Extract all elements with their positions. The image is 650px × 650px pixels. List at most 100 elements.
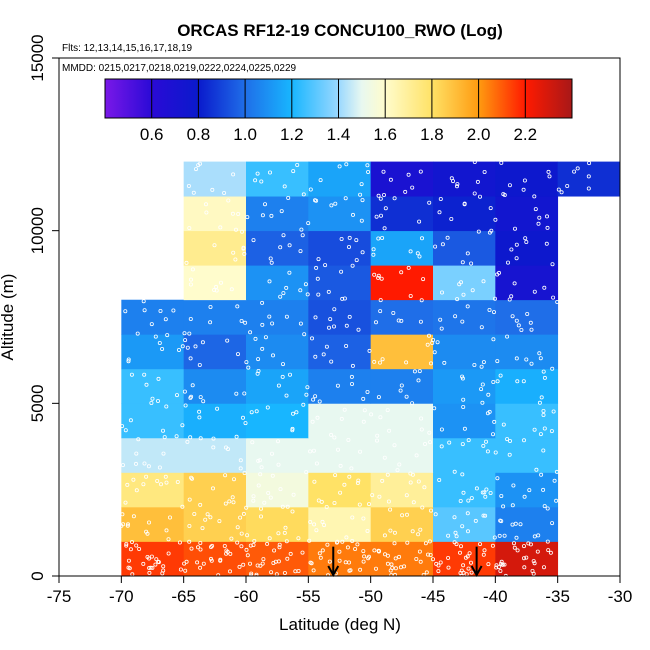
heatmap-cell (246, 437, 309, 473)
track-point (370, 493, 375, 498)
track-point (290, 509, 295, 514)
track-point (156, 560, 161, 565)
track-point (536, 221, 541, 226)
track-point (280, 374, 285, 379)
track-point (416, 532, 421, 537)
track-point (156, 376, 161, 381)
track-point (338, 490, 343, 495)
track-point (388, 177, 393, 182)
track-point (378, 309, 383, 314)
track-point (240, 415, 245, 420)
track-point (402, 564, 407, 569)
track-point (436, 563, 441, 568)
track-point (354, 258, 359, 263)
track-point (538, 432, 543, 437)
track-point (493, 450, 498, 455)
track-point (134, 451, 139, 456)
track-point (335, 447, 340, 452)
track-point (157, 465, 162, 470)
track-point (365, 389, 370, 394)
track-point (550, 521, 555, 526)
track-point (378, 213, 383, 218)
track-point (432, 406, 437, 411)
track-point (313, 315, 318, 320)
track-point (493, 217, 498, 222)
x-tick-label: -55 (296, 587, 321, 606)
track-point (514, 535, 519, 540)
track-point (253, 336, 258, 341)
track-point (256, 368, 261, 373)
track-point (276, 462, 281, 467)
track-point (342, 296, 347, 301)
x-tick-label: -40 (483, 587, 508, 606)
track-point (365, 529, 370, 534)
track-point (511, 483, 516, 488)
heatmap-cell (246, 506, 309, 542)
track-point (312, 198, 317, 203)
track-point (308, 449, 313, 454)
track-point (359, 182, 364, 187)
track-point (128, 418, 133, 423)
track-point (280, 504, 285, 509)
dates-note: MMDD: 0215,0217,0218,0219,0222,0224,0225… (62, 63, 297, 74)
track-point (227, 499, 232, 504)
track-point (229, 536, 234, 541)
track-point (242, 470, 247, 475)
track-point (440, 242, 445, 247)
track-point (340, 296, 345, 301)
track-point (469, 261, 474, 266)
heatmap-cell (370, 196, 434, 232)
heatmap-cell (495, 506, 559, 542)
track-point (551, 409, 556, 414)
track-point (491, 337, 496, 342)
track-point (339, 416, 344, 421)
track-point (498, 518, 503, 523)
track-point (481, 360, 486, 365)
track-point (121, 463, 126, 468)
track-point (123, 500, 128, 505)
track-point (486, 392, 491, 397)
track-point (163, 474, 168, 479)
track-point (460, 260, 465, 265)
track-point (369, 412, 374, 417)
track-point (391, 310, 396, 315)
track-point (404, 512, 409, 517)
track-point (141, 299, 146, 304)
track-point (198, 395, 203, 400)
track-point (235, 352, 240, 357)
track-point (244, 547, 249, 552)
track-point (282, 184, 287, 189)
track-point (347, 474, 352, 479)
track-point (428, 553, 433, 558)
x-tick-label: -75 (47, 587, 72, 606)
track-point (187, 524, 192, 529)
track-point (252, 539, 257, 544)
track-point (269, 213, 274, 218)
track-point (361, 419, 366, 424)
track-point (222, 190, 227, 195)
track-point (212, 287, 217, 292)
track-point (513, 226, 518, 231)
track-point (260, 300, 265, 305)
track-point (129, 540, 134, 545)
track-point (310, 419, 315, 424)
track-point (458, 544, 463, 549)
track-point (408, 249, 413, 254)
track-point (483, 494, 488, 499)
track-point (397, 554, 402, 559)
track-point (417, 369, 422, 374)
track-point (171, 308, 176, 313)
track-point (548, 550, 553, 555)
track-point (258, 472, 263, 477)
heatmap-cell (433, 403, 496, 439)
track-point (465, 529, 470, 534)
track-point (184, 260, 189, 265)
track-point (466, 566, 471, 571)
track-point (501, 504, 506, 509)
track-point (431, 337, 436, 342)
track-point (127, 566, 132, 571)
track-point (287, 270, 292, 275)
track-point (519, 327, 524, 332)
track-point (256, 357, 261, 362)
track-point (344, 535, 349, 540)
